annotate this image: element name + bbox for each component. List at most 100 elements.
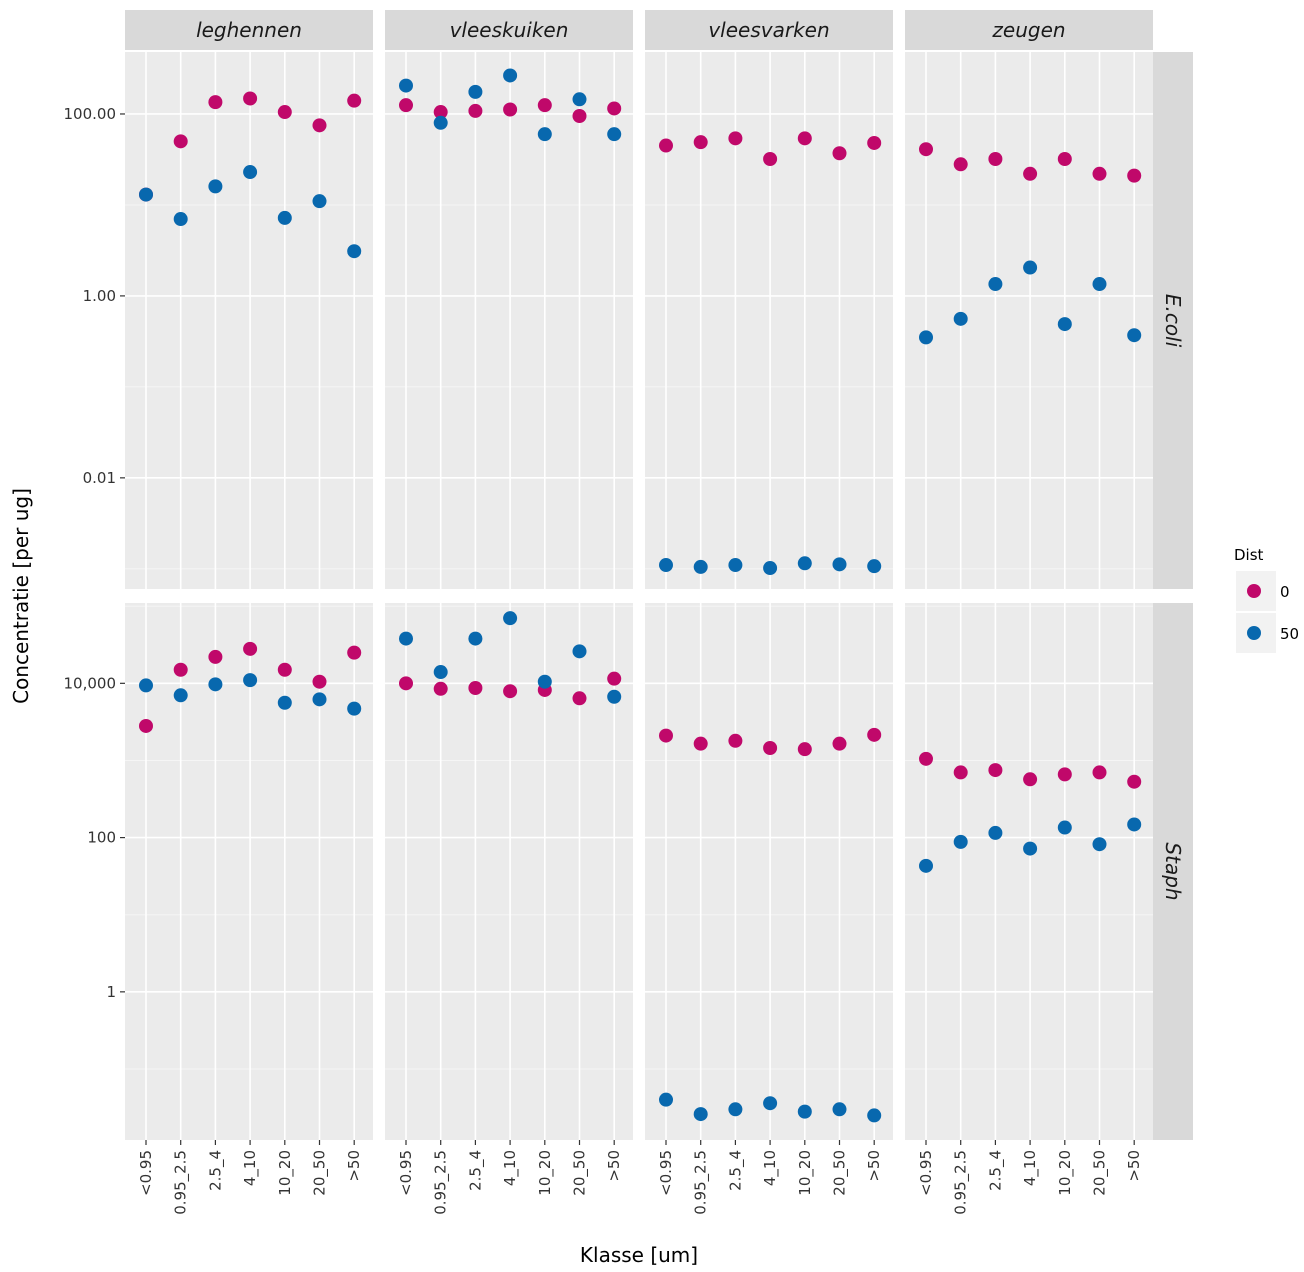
point-staph-vleesvarken-dist0-4 — [797, 742, 812, 757]
x-axis-title: Klasse [um] — [580, 1243, 698, 1267]
point-e-coli-vleeskuiken-dist50-4 — [537, 127, 552, 142]
point-staph-vleesvarken-dist0-2 — [728, 733, 743, 748]
point-e-coli-vleeskuiken-dist50-2 — [468, 84, 483, 99]
point-staph-vleesvarken-dist50-4 — [797, 1104, 812, 1119]
x-tick-label: 2.5_4 — [206, 1150, 225, 1191]
point-e-coli-vleesvarken-dist50-1 — [693, 559, 708, 574]
point-staph-vleeskuiken-dist50-3 — [503, 611, 518, 626]
point-staph-leghennen-dist50-6 — [347, 701, 362, 716]
point-e-coli-zeugen-dist0-6 — [1127, 168, 1142, 183]
panel-e-coli-leghennen — [125, 52, 373, 589]
strip-label: vleesvarken — [708, 18, 829, 42]
point-staph-vleesvarken-dist0-0 — [659, 728, 673, 743]
point-staph-vleeskuiken-dist0-1 — [433, 681, 448, 696]
point-e-coli-zeugen-dist0-0 — [919, 142, 933, 157]
strip-vleesvarken: vleesvarken — [645, 10, 893, 50]
x-tick-label: 4_10 — [501, 1150, 520, 1186]
panel-staph-zeugen — [905, 603, 1153, 1140]
x-tick-label: 10_20 — [536, 1150, 555, 1196]
row-strip-background — [1153, 52, 1193, 589]
point-staph-leghennen-dist50-5 — [312, 692, 327, 707]
y-axis-title: Concentratie [per ug] — [9, 488, 33, 704]
point-staph-vleesvarken-dist50-6 — [867, 1108, 882, 1123]
point-e-coli-leghennen-dist0-6 — [347, 93, 362, 108]
point-staph-vleeskuiken-dist0-2 — [468, 680, 483, 695]
x-tick-label: 0.95_2.5 — [692, 1150, 711, 1215]
point-e-coli-zeugen-dist50-5 — [1092, 277, 1107, 292]
point-e-coli-vleeskuiken-dist0-2 — [468, 103, 483, 118]
point-staph-leghennen-dist0-3 — [243, 641, 258, 656]
point-staph-leghennen-dist50-4 — [277, 695, 292, 710]
point-staph-zeugen-dist0-6 — [1127, 774, 1142, 789]
point-e-coli-leghennen-dist50-1 — [173, 212, 188, 227]
point-staph-vleesvarken-dist50-3 — [763, 1096, 778, 1111]
point-e-coli-zeugen-dist50-0 — [919, 330, 933, 345]
point-e-coli-vleesvarken-dist0-1 — [693, 135, 708, 150]
strip-zeugen: zeugen — [905, 10, 1153, 50]
row-strip-background — [1153, 603, 1193, 1140]
y-tick-label: 1.00 — [83, 287, 116, 305]
point-staph-leghennen-dist0-2 — [208, 649, 223, 664]
row-strip-staph: Staph — [1153, 603, 1193, 1140]
point-e-coli-zeugen-dist0-5 — [1092, 166, 1107, 181]
x-tick-label: 4_10 — [1021, 1150, 1040, 1186]
y-tick-label: 100.00 — [64, 105, 117, 123]
point-staph-zeugen-dist50-2 — [988, 825, 1003, 840]
point-staph-leghennen-dist0-4 — [277, 662, 292, 677]
point-e-coli-vleesvarken-dist0-5 — [832, 146, 847, 161]
x-tick-label: <0.95 — [917, 1150, 935, 1196]
panels-layer — [125, 52, 1153, 1140]
x-tick-label: 20_50 — [831, 1150, 850, 1196]
point-staph-leghennen-dist50-0 — [139, 678, 153, 693]
point-e-coli-zeugen-dist50-3 — [1023, 260, 1038, 275]
point-staph-vleeskuiken-dist0-0 — [399, 676, 413, 691]
x-tick-label: 10_20 — [796, 1150, 815, 1196]
point-e-coli-vleeskuiken-dist50-5 — [572, 92, 587, 107]
point-e-coli-zeugen-dist0-2 — [988, 151, 1003, 166]
x-tick-label: <0.95 — [137, 1150, 155, 1196]
x-tick-label: >50 — [1125, 1150, 1143, 1182]
x-tick-label: 4_10 — [761, 1150, 780, 1186]
point-e-coli-zeugen-dist0-4 — [1057, 151, 1072, 166]
point-staph-zeugen-dist50-1 — [953, 834, 968, 849]
point-staph-zeugen-dist50-4 — [1057, 820, 1072, 835]
y-tick-label: 1 — [106, 983, 116, 1001]
point-e-coli-vleesvarken-dist50-2 — [728, 558, 743, 573]
point-e-coli-vleeskuiken-dist50-6 — [607, 127, 622, 142]
point-staph-vleesvarken-dist0-3 — [763, 741, 778, 756]
legend-swatch-50 — [1247, 626, 1261, 640]
point-staph-zeugen-dist0-3 — [1023, 772, 1038, 787]
point-e-coli-vleesvarken-dist50-4 — [797, 556, 812, 571]
point-staph-vleesvarken-dist0-6 — [867, 727, 882, 742]
legend: Dist 0 50 — [1234, 546, 1299, 653]
point-e-coli-vleesvarken-dist0-2 — [728, 131, 743, 146]
point-e-coli-leghennen-dist0-5 — [312, 118, 327, 133]
panel-background — [645, 603, 893, 1140]
point-staph-leghennen-dist0-6 — [347, 645, 362, 660]
point-e-coli-leghennen-dist50-5 — [312, 194, 327, 209]
x-tick-label: 4_10 — [241, 1150, 260, 1186]
panel-background — [125, 52, 373, 589]
point-e-coli-vleeskuiken-dist0-1 — [433, 105, 448, 120]
point-e-coli-vleesvarken-dist50-5 — [832, 557, 847, 572]
point-staph-zeugen-dist50-3 — [1023, 841, 1038, 856]
point-e-coli-leghennen-dist50-0 — [139, 187, 153, 202]
point-e-coli-vleeskuiken-dist0-6 — [607, 101, 622, 116]
strip-background — [645, 10, 893, 50]
point-e-coli-zeugen-dist50-6 — [1127, 328, 1142, 343]
point-e-coli-vleeskuiken-dist0-3 — [503, 102, 518, 117]
x-tick-label: 20_50 — [1091, 1150, 1110, 1196]
point-staph-leghennen-dist0-0 — [139, 718, 153, 733]
point-staph-zeugen-dist50-5 — [1092, 837, 1107, 852]
point-e-coli-vleeskuiken-dist50-0 — [399, 78, 413, 93]
y-tick-label: 100 — [87, 829, 116, 847]
row-strip-label: E.coli — [1161, 294, 1185, 348]
panel-e-coli-vleesvarken — [645, 52, 893, 589]
row-strip-label: Staph — [1161, 842, 1185, 900]
x-tick-label: 10_20 — [276, 1150, 295, 1196]
point-staph-vleeskuiken-dist50-2 — [468, 631, 483, 646]
x-tick-label: 20_50 — [311, 1150, 330, 1196]
point-staph-zeugen-dist0-4 — [1057, 767, 1072, 782]
point-staph-vleesvarken-dist50-5 — [832, 1102, 847, 1117]
point-e-coli-vleeskuiken-dist0-0 — [399, 98, 413, 113]
